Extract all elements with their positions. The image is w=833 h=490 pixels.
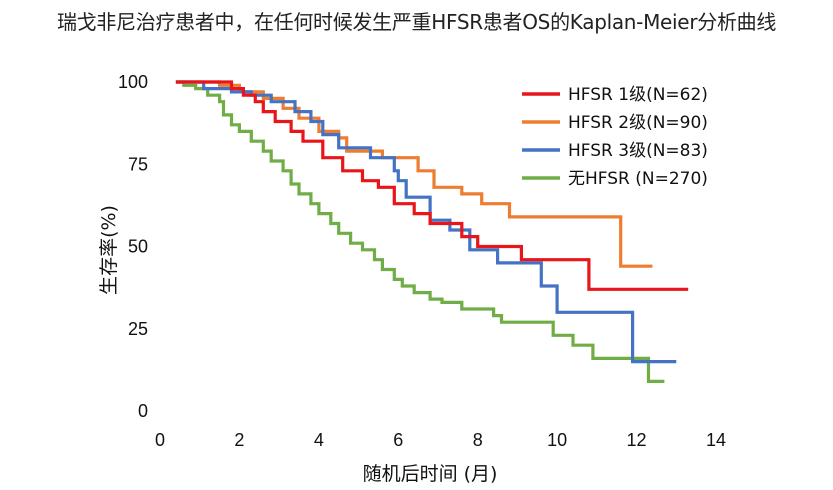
x-tick-label: 6 — [393, 430, 403, 450]
y-tick-label: 0 — [138, 401, 148, 421]
y-tick-labels: 0 25 50 75 100 — [118, 72, 148, 421]
legend-label: 无HFSR (N=270) — [568, 169, 708, 189]
x-tick-label: 0 — [155, 430, 165, 450]
chart-title: 瑞戈非尼治疗患者中，在任何时候发生严重HFSR患者OS的Kaplan-Meier… — [56, 10, 777, 34]
x-tick-labels: 0 2 4 6 8 10 12 14 — [155, 430, 726, 450]
plot-lines — [175, 80, 689, 383]
x-tick-label: 4 — [314, 430, 324, 450]
y-axis-title: 生存率(%) — [98, 205, 120, 295]
series-line — [175, 80, 677, 364]
y-tick-label: 25 — [128, 319, 148, 339]
x-tick-label: 12 — [627, 430, 647, 450]
legend-label: HFSR 1级(N=62) — [568, 85, 708, 105]
legend-label: HFSR 3级(N=83) — [568, 141, 708, 161]
x-tick-label: 8 — [473, 430, 483, 450]
x-tick-label: 10 — [547, 430, 567, 450]
x-axis-title: 随机后时间 (月) — [363, 463, 498, 485]
y-tick-label: 100 — [118, 72, 148, 92]
legend-label: HFSR 2级(N=90) — [568, 113, 708, 133]
x-tick-label: 2 — [234, 430, 244, 450]
x-tick-label: 14 — [706, 430, 726, 450]
y-tick-label: 75 — [128, 154, 148, 174]
y-tick-label: 50 — [128, 237, 148, 257]
legend: HFSR 1级(N=62) HFSR 2级(N=90) HFSR 3级(N=83) 无… — [522, 85, 708, 189]
series-line — [175, 80, 665, 383]
series-line — [175, 80, 689, 291]
series-line — [175, 80, 653, 268]
